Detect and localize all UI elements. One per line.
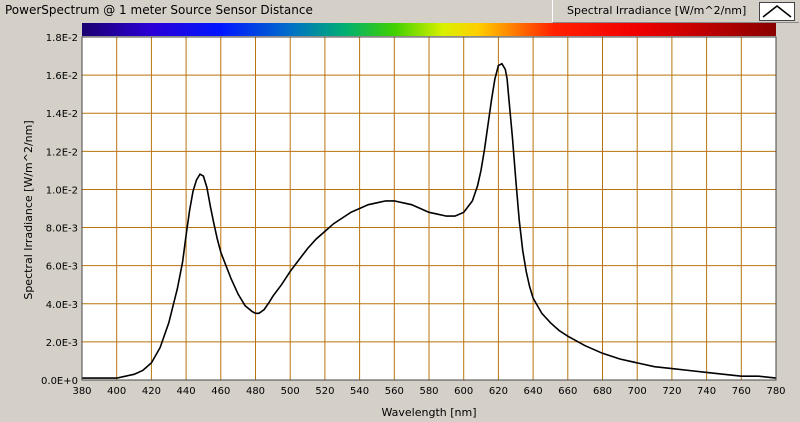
x-tick-label: 780: [766, 386, 785, 397]
y-tick-label: 0.0E+0: [41, 376, 78, 387]
x-tick-label: 520: [315, 386, 334, 397]
x-tick-label: 740: [697, 386, 716, 397]
x-tick-label: 380: [72, 386, 91, 397]
x-tick-label: 460: [211, 386, 230, 397]
x-tick-label: 400: [107, 386, 126, 397]
plot-frame: [81, 36, 777, 381]
grid-lines: [81, 36, 777, 381]
x-tick-label: 760: [732, 386, 751, 397]
x-tick-label: 600: [454, 386, 473, 397]
y-tick-label: 8.0E-3: [46, 224, 78, 235]
x-tick-label: 560: [385, 386, 404, 397]
spectrum-color-bar: [82, 23, 776, 36]
x-axis-label: Wavelength [nm]: [381, 406, 476, 419]
x-tick-label: 720: [662, 386, 681, 397]
x-tick-label: 620: [489, 386, 508, 397]
y-axis-label: Spectral Irradiance [W/m^2/nm]: [22, 120, 35, 299]
x-tick-label: 440: [177, 386, 196, 397]
y-tick-label: 1.6E-2: [46, 71, 78, 82]
tick-labels: 380 400 420 440 460 480 500 520 540 560 580 600 620 6…: [41, 33, 786, 397]
chart-title: PowerSpectrum @ 1 meter Source Sensor Di…: [5, 3, 313, 17]
x-tick-label: 700: [628, 386, 647, 397]
y-tick-label: 1.2E-2: [46, 147, 78, 158]
legend-swatch-icon[interactable]: [759, 2, 795, 21]
x-tick-label: 680: [593, 386, 612, 397]
series-line-spectral-irradiance: [82, 62, 777, 379]
x-tick-label: 480: [246, 386, 265, 397]
x-tick-label: 420: [142, 386, 161, 397]
x-tick-label: 640: [524, 386, 543, 397]
legend[interactable]: Spectral Irradiance [W/m^2/nm]: [552, 0, 799, 23]
x-tick-label: 540: [350, 386, 369, 397]
y-tick-label: 1.0E-2: [46, 185, 78, 196]
legend-label: Spectral Irradiance [W/m^2/nm]: [567, 4, 747, 17]
x-tick-label: 660: [558, 386, 577, 397]
y-tick-label: 6.0E-3: [46, 262, 78, 273]
x-tick-label: 580: [419, 386, 438, 397]
y-tick-label: 1.8E-2: [46, 33, 78, 44]
y-tick-label: 2.0E-3: [46, 338, 78, 349]
y-tick-label: 1.4E-2: [46, 109, 78, 120]
x-tick-label: 500: [281, 386, 300, 397]
y-tick-label: 4.0E-3: [46, 300, 78, 311]
